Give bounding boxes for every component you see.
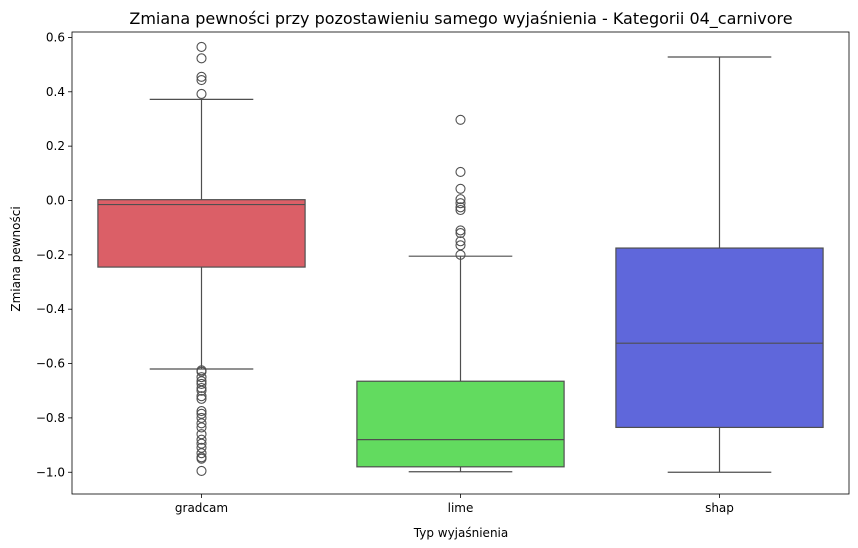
outlier-point	[196, 75, 207, 86]
x-tick-label: gradcam	[175, 501, 228, 515]
outlier-point	[196, 53, 207, 64]
y-tick-label: −1.0	[36, 465, 65, 479]
outlier-point	[196, 453, 207, 464]
outlier-point	[196, 391, 207, 402]
box-shap	[615, 247, 824, 429]
outlier-point	[196, 429, 207, 440]
x-tick-label: lime	[448, 501, 474, 515]
outlier-point	[196, 448, 207, 459]
box-lime	[356, 380, 565, 468]
outlier-point	[196, 372, 207, 383]
outlier-point	[196, 422, 207, 433]
y-tick-label: −0.4	[36, 302, 65, 316]
x-axis-label: Typ wyjaśnienia	[413, 526, 508, 540]
outlier-point	[196, 465, 207, 476]
y-tick-label: 0.0	[46, 193, 65, 207]
outlier-point	[455, 198, 466, 209]
outlier-point	[455, 249, 466, 260]
y-tick-label: −0.8	[36, 411, 65, 425]
outlier-point	[455, 228, 466, 239]
outlier-point	[455, 204, 466, 216]
outlier-point	[455, 225, 466, 236]
y-axis-label: Zmiana pewności	[9, 206, 23, 311]
y-tick-label: 0.2	[46, 139, 65, 153]
box-gradcam	[97, 199, 306, 268]
outlier-point	[196, 88, 207, 100]
outlier-point	[196, 378, 207, 389]
x-tick-label: shap	[705, 501, 734, 515]
chart-title: Zmiana pewności przy pozostawieniu sameg…	[129, 9, 792, 29]
outlier-point	[455, 236, 466, 247]
y-tick-label: −0.2	[36, 248, 65, 262]
outlier-point	[196, 71, 207, 82]
outlier-point	[196, 385, 207, 396]
outlier-point	[196, 418, 207, 429]
outlier-point	[455, 194, 466, 205]
outlier-point	[455, 202, 466, 213]
outlier-point	[196, 41, 207, 52]
y-tick-label: −0.6	[36, 357, 65, 371]
plot-area: 0.6 0.4 0.2 0.0 −0.2 −0.4 −0.6 −0.8 −1.0 gradcam l…	[36, 30, 850, 515]
outlier-point	[196, 382, 207, 394]
outlier-point	[196, 393, 207, 404]
outlier-point	[196, 406, 207, 417]
outlier-point	[455, 183, 466, 194]
y-tick-label: 0.4	[46, 85, 65, 99]
outlier-point	[455, 114, 466, 125]
outlier-point	[455, 166, 466, 178]
outlier-point	[196, 434, 207, 445]
y-tick-label: 0.6	[46, 30, 65, 44]
